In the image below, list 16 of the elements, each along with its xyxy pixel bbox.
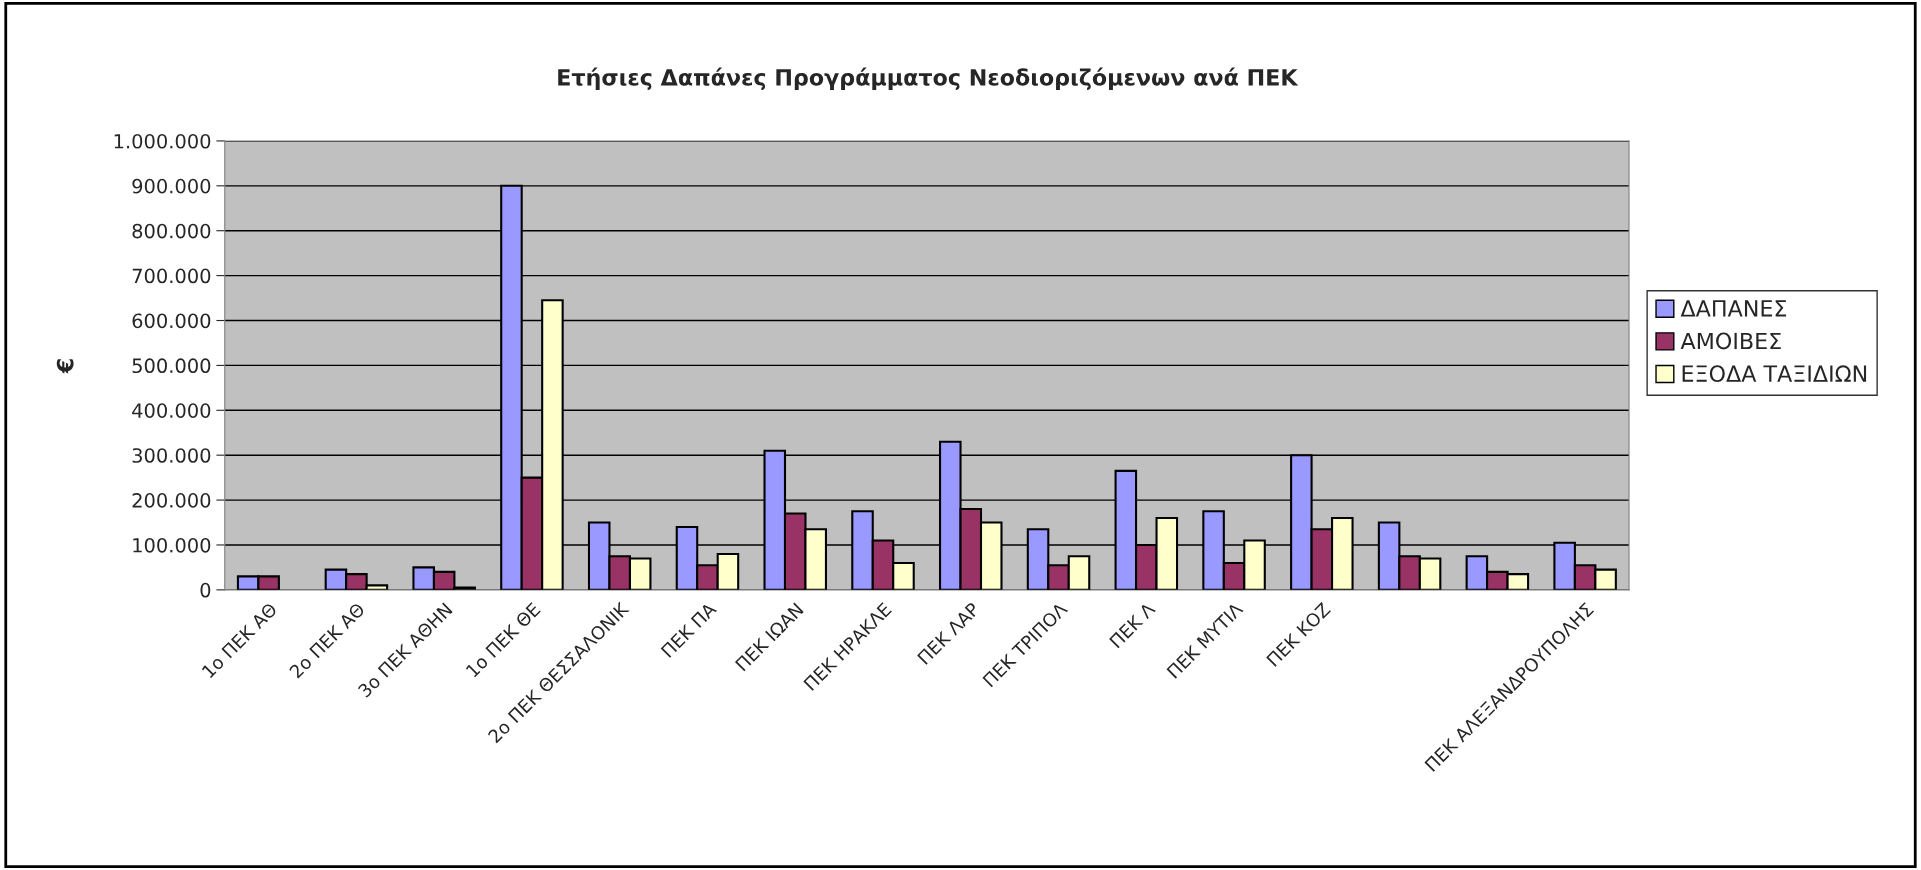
y-tick-label: 300.000 <box>132 448 211 463</box>
legend-label: ΕΞΟΔΑ ΤΑΞΙΔΙΩΝ <box>1682 365 1867 383</box>
chart-title: Ετήσιες Δαπάνες Προγράμματος Νεοδιοριζόμενων ανά ΠΕΚ <box>558 67 1299 91</box>
y-tick-label: 700.000 <box>132 268 211 284</box>
y-tick-label: 400.000 <box>132 403 211 418</box>
y-tick-label: 800.000 <box>132 223 211 239</box>
y-tick-label: 600.000 <box>132 313 211 329</box>
legend-label: ΑΜΟΙΒΕΣ <box>1680 332 1781 350</box>
y-tick-label: 900.000 <box>132 178 211 194</box>
y-tick-label: 1.000.000 <box>114 133 211 149</box>
y-axis-title: € <box>56 359 74 374</box>
y-tick-label: 0 <box>200 582 211 598</box>
y-tick-label: 500.000 <box>132 358 211 374</box>
y-tick-label: 200.000 <box>132 493 211 508</box>
legend-label: ΔΑΠΑΝΕΣ <box>1680 300 1787 317</box>
y-tick-label: 100.000 <box>133 537 211 553</box>
